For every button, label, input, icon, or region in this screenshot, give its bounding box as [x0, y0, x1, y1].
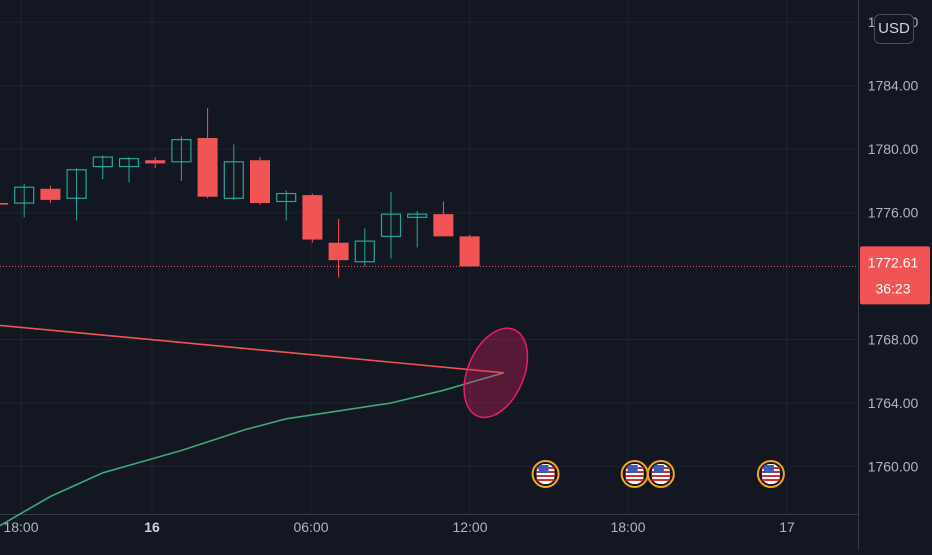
candle-body-down[interactable]: [459, 236, 480, 267]
y-tick-label: 1776.00: [868, 205, 919, 221]
annotation-ellipse[interactable]: [452, 319, 540, 427]
flag-canton: [538, 465, 549, 473]
candle-body-down[interactable]: [197, 138, 218, 197]
flag-canton: [627, 465, 638, 473]
candle-body-down[interactable]: [40, 188, 61, 200]
flag-stripe: [761, 479, 780, 481]
candle-body-down[interactable]: [250, 160, 270, 204]
flag-canton: [763, 465, 774, 473]
candle-body-up[interactable]: [118, 158, 140, 168]
x-tick-label: 18:00: [3, 519, 38, 535]
y-tick-label: 1764.00: [868, 395, 919, 411]
x-tick-label: 16: [144, 519, 160, 535]
x-tick-label: 18:00: [610, 519, 645, 535]
flag-canton: [653, 465, 664, 473]
candle-body-up[interactable]: [92, 156, 113, 168]
x-tick-label: 17: [779, 519, 795, 535]
candle-body-up[interactable]: [380, 213, 402, 237]
flag-stripe: [651, 475, 670, 477]
candle-countdown: 36:23: [875, 280, 910, 296]
candle-body-up[interactable]: [407, 213, 428, 218]
y-tick-label: 1768.00: [868, 331, 919, 347]
flag-stripe: [651, 479, 670, 481]
x-tick-label: 06:00: [293, 519, 328, 535]
flag-stripe: [625, 475, 644, 477]
y-tick-label: 1760.00: [868, 458, 919, 474]
candle-body-down[interactable]: [328, 242, 349, 261]
indicator-upper-line[interactable]: [0, 324, 504, 374]
candle-body-up[interactable]: [14, 186, 35, 204]
candle-body-up[interactable]: [171, 139, 192, 163]
x-tick-label: 12:00: [452, 519, 487, 535]
currency-button[interactable]: USD: [874, 14, 914, 44]
flag-stripe: [761, 475, 780, 477]
last-price-label: 1772.61: [868, 254, 919, 270]
candle-body-down[interactable]: [145, 160, 166, 164]
candle-body-up[interactable]: [354, 240, 375, 263]
y-tick-label: 1784.00: [868, 78, 919, 94]
candle-body-down[interactable]: [0, 203, 8, 205]
candle-body-down[interactable]: [433, 214, 454, 237]
flag-stripe: [536, 479, 555, 481]
candle-body-up[interactable]: [276, 192, 297, 203]
last-price-badge: [860, 246, 930, 305]
flag-stripe: [536, 475, 555, 477]
flag-stripe: [625, 479, 644, 481]
candle-body-up[interactable]: [66, 169, 87, 199]
indicator-lower-line[interactable]: [0, 372, 504, 527]
y-tick-label: 1780.00: [868, 141, 919, 157]
candle-body-down[interactable]: [302, 195, 323, 240]
candle-body-up[interactable]: [223, 161, 244, 199]
